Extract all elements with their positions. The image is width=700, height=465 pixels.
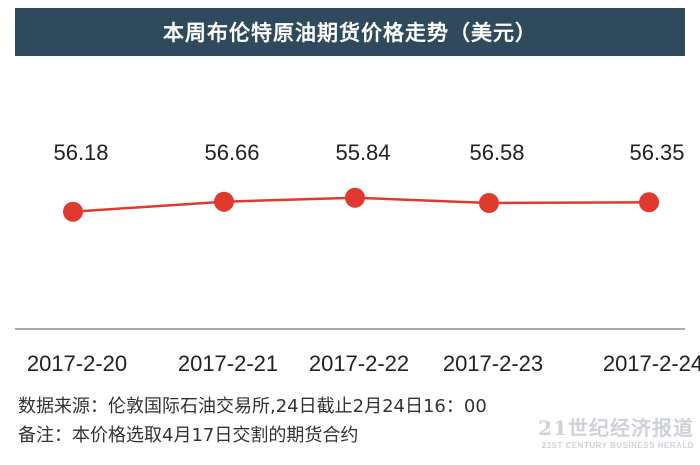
data-point (479, 193, 499, 213)
data-label: 55.84 (335, 140, 390, 165)
data-label: 56.35 (629, 140, 684, 165)
watermark-sub: 21ST CENTURY BUSINESS HERALD (541, 441, 694, 450)
data-label: 56.18 (53, 140, 108, 165)
data-point (345, 187, 365, 208)
x-tick-label: 2017-2-24 (603, 351, 700, 376)
remark-note: 备注：本价格选取4月17日交割的期货合约 (18, 425, 359, 446)
x-tick-label: 2017-2-20 (27, 351, 127, 376)
data-source-note: 数据来源：伦敦国际石油交易所,24日截止2月24日16：00 (18, 396, 487, 417)
chart-title: 本周布伦特原油期货价格走势（美元） (163, 21, 537, 45)
data-point (214, 191, 234, 212)
data-label: 56.58 (469, 140, 524, 165)
title-bar: 本周布伦特原油期货价格走势（美元） (15, 8, 685, 56)
x-tick-label: 2017-2-21 (178, 351, 278, 376)
data-point (63, 201, 83, 222)
publisher-watermark: 21世纪经济报道 21ST CENTURY BUSINESS HERALD (538, 412, 694, 450)
x-tick-label: 2017-2-22 (309, 351, 409, 376)
data-label: 56.66 (204, 140, 259, 165)
data-point (639, 192, 659, 213)
watermark-main: 21世纪经济报道 (538, 416, 694, 440)
x-tick-label: 2017-2-23 (443, 351, 543, 376)
